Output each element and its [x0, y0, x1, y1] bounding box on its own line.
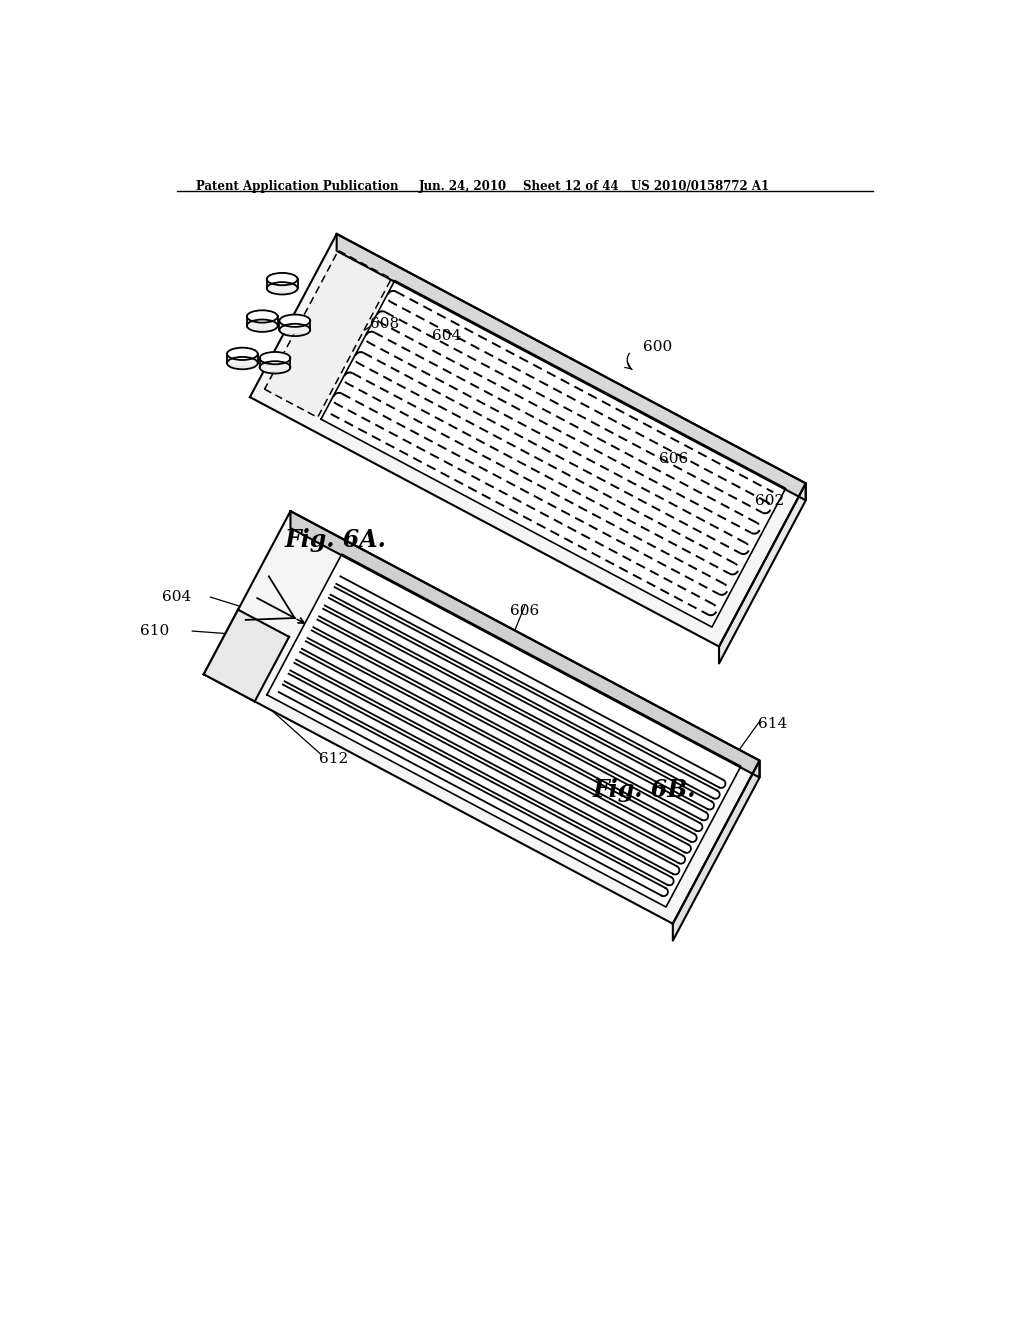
- Text: 606: 606: [510, 605, 540, 618]
- FancyBboxPatch shape: [266, 279, 298, 290]
- Text: 602: 602: [755, 494, 784, 508]
- Text: 612: 612: [318, 752, 348, 766]
- Text: 614: 614: [758, 717, 786, 731]
- Text: 604: 604: [432, 329, 461, 342]
- FancyBboxPatch shape: [227, 354, 258, 366]
- Ellipse shape: [266, 281, 298, 292]
- Text: Fig. 6A.: Fig. 6A.: [285, 528, 386, 552]
- FancyBboxPatch shape: [280, 321, 310, 333]
- Polygon shape: [250, 234, 806, 647]
- Polygon shape: [291, 511, 760, 777]
- Ellipse shape: [266, 273, 298, 285]
- Polygon shape: [267, 554, 740, 907]
- Text: Fig. 6B.: Fig. 6B.: [593, 779, 696, 803]
- Polygon shape: [337, 234, 806, 500]
- Text: Patent Application Publication: Patent Application Publication: [196, 180, 398, 193]
- Polygon shape: [719, 483, 806, 664]
- Ellipse shape: [227, 356, 258, 367]
- Ellipse shape: [260, 352, 291, 364]
- Polygon shape: [204, 610, 289, 701]
- Ellipse shape: [247, 310, 278, 322]
- Text: 610: 610: [140, 624, 169, 638]
- Text: 604: 604: [162, 590, 191, 605]
- Ellipse shape: [247, 318, 278, 330]
- FancyBboxPatch shape: [260, 358, 291, 370]
- Text: US 2010/0158772 A1: US 2010/0158772 A1: [631, 180, 769, 193]
- Ellipse shape: [280, 314, 310, 327]
- Polygon shape: [264, 251, 391, 417]
- Polygon shape: [321, 281, 785, 627]
- Ellipse shape: [227, 347, 258, 360]
- Text: 600: 600: [643, 341, 673, 354]
- Text: 608: 608: [370, 317, 399, 331]
- Text: Sheet 12 of 44: Sheet 12 of 44: [523, 180, 618, 193]
- Text: 606: 606: [658, 451, 688, 466]
- Polygon shape: [204, 511, 760, 924]
- Text: Jun. 24, 2010: Jun. 24, 2010: [419, 180, 508, 193]
- Ellipse shape: [280, 323, 310, 334]
- Ellipse shape: [260, 360, 291, 371]
- Polygon shape: [673, 760, 760, 941]
- FancyBboxPatch shape: [247, 317, 278, 327]
